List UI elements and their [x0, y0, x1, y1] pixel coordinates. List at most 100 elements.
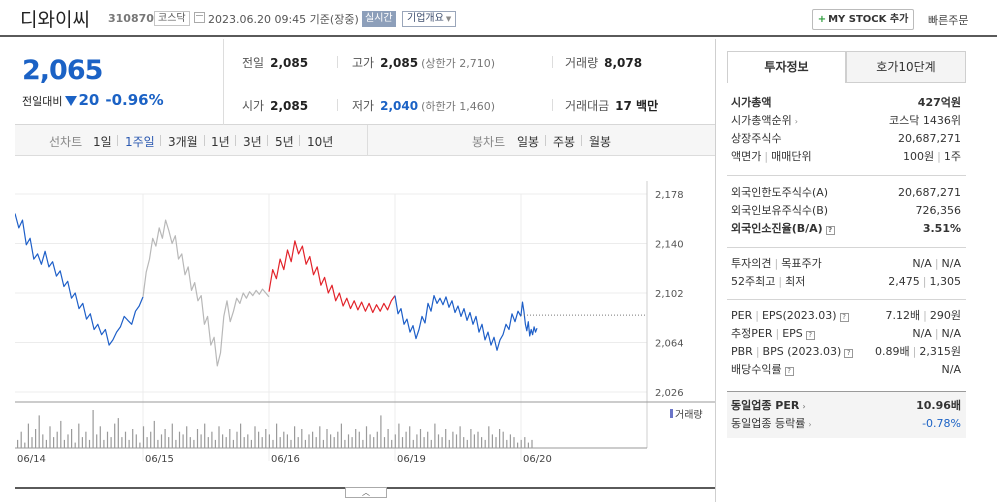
volume-bar — [409, 426, 411, 448]
price-chart[interactable]: 2,178 2,140 2,102 2,064 2,026 거래량 06/14 06/15 06… — [15, 156, 715, 486]
volume-bar — [150, 431, 152, 448]
period-1d[interactable]: 1일 — [93, 135, 112, 149]
plus-icon: + — [817, 14, 827, 25]
price-series-06-20 — [520, 301, 538, 337]
row-value: 10.96배 — [916, 399, 961, 412]
volume-bar — [236, 431, 238, 448]
stat-low: 저가 2,040 (하한가 1,460) — [352, 97, 495, 114]
price-change: 전일대비 20 -0.96% — [22, 91, 164, 109]
row-value: N/A — [941, 363, 961, 376]
volume-bar — [358, 431, 360, 448]
current-price: 2,065 — [22, 55, 103, 86]
volume-bar — [211, 431, 213, 448]
divider — [581, 135, 582, 146]
volume-bar — [416, 434, 418, 448]
period-5y[interactable]: 5년 — [275, 135, 294, 149]
candle-weekly[interactable]: 주봉 — [553, 135, 576, 149]
volume-bar — [362, 439, 364, 448]
row-face-value: 액면가 | 매매단위 100원 | 1주 — [731, 150, 961, 163]
volume-bar — [520, 439, 522, 448]
volume-bar — [78, 423, 80, 448]
row-per: PER | EPS(2023.03)? 7.12배 | 290원 — [731, 309, 961, 322]
row-value: 726,356 — [915, 204, 962, 217]
help-icon[interactable]: ? — [805, 331, 815, 340]
volume-bar — [405, 431, 407, 448]
realtime-badge[interactable]: 실시간 — [362, 11, 396, 27]
stat-label: 거래량 — [565, 56, 599, 70]
candle-monthly[interactable]: 월봉 — [589, 135, 612, 149]
divider — [552, 56, 553, 68]
row-opinion: 투자의견 | 목표주가 N/A | N/A — [731, 257, 961, 270]
volume-bar — [229, 429, 231, 448]
change-amount: 20 — [78, 91, 100, 109]
row-market-cap-rank[interactable]: 시가총액순위 › 코스닥 1436위 — [727, 112, 966, 130]
volume-bar — [139, 442, 141, 448]
stat-label: 시가 — [242, 99, 265, 113]
volume-bar — [214, 439, 216, 448]
volume-bar — [45, 439, 47, 448]
period-1y[interactable]: 1년 — [211, 135, 230, 149]
row-sector-change[interactable]: 동일업종 등락률 › -0.78% — [727, 415, 966, 433]
volume-bar — [67, 434, 69, 448]
row-value: N/A — [941, 327, 961, 340]
row-value: N/A — [912, 327, 932, 340]
change-percent: -0.96% — [105, 91, 164, 109]
volume-bar — [85, 431, 87, 448]
volume-bar — [24, 442, 26, 448]
my-stock-add-button[interactable]: + MY STOCK 추가 — [812, 9, 914, 30]
volume-bar — [250, 439, 252, 448]
volume-bar — [286, 434, 288, 448]
volume-bar — [60, 420, 62, 448]
volume-bar — [135, 434, 137, 448]
down-triangle-icon — [65, 96, 78, 106]
divider — [235, 135, 236, 146]
stat-label: 저가 — [352, 99, 375, 113]
volume-bar — [132, 429, 134, 448]
stat-value: 2,085 — [270, 99, 309, 113]
row-sector-per[interactable]: 동일업종 PER › 10.96배 — [727, 397, 966, 415]
help-icon[interactable]: ? — [839, 313, 849, 322]
volume-bar — [168, 437, 170, 448]
company-info-dropdown[interactable]: 기업개요 ▼ — [402, 11, 457, 27]
chevron-up-icon: ︿ — [362, 488, 370, 497]
tab-order-book-10[interactable]: 호가10단계 — [846, 51, 966, 83]
volume-bar — [470, 429, 472, 448]
help-icon[interactable]: ? — [784, 367, 794, 376]
divider — [204, 135, 205, 146]
volume-bar — [322, 439, 324, 448]
price-series-06-14 — [15, 213, 144, 346]
row-label: 시가총액 — [731, 96, 772, 109]
volume-bar — [153, 420, 155, 448]
quick-order-link[interactable]: 빠른주문 — [928, 14, 969, 27]
volume-bar — [441, 437, 443, 448]
row-value: 0.89배 — [875, 345, 910, 358]
period-1w[interactable]: 1주일 — [125, 135, 155, 149]
candle-daily[interactable]: 일봉 — [517, 135, 540, 149]
period-10y[interactable]: 10년 — [307, 135, 334, 149]
row-value: 2,315원 — [919, 345, 961, 358]
collapse-chart-button[interactable]: ︿ — [345, 487, 387, 498]
help-icon[interactable]: ? — [844, 349, 854, 358]
volume-bar — [463, 437, 465, 448]
row-label: 최저 — [785, 275, 806, 288]
tab-investment-info[interactable]: 투자정보 — [727, 51, 846, 83]
row-foreign-ratio: 외국인소진율(B/A)? 3.51% — [727, 220, 966, 238]
volume-bar — [175, 439, 177, 448]
help-icon[interactable]: ? — [825, 226, 835, 235]
volume-bar — [455, 434, 458, 448]
volume-bar — [254, 426, 256, 448]
chevron-down-icon: ▼ — [445, 15, 452, 23]
x-tick-label: 06/16 — [271, 454, 300, 465]
volume-bar — [481, 437, 483, 448]
stat-value: 2,085 — [270, 56, 309, 70]
row-value: 코스닥 1436위 — [889, 114, 961, 127]
period-3y[interactable]: 3년 — [243, 135, 262, 149]
volume-bar — [427, 431, 429, 448]
row-label: PBR — [731, 345, 753, 358]
row-label: 추정PER — [731, 327, 773, 340]
stat-amount: 거래대금 17 백만 — [565, 97, 658, 114]
row-value: 2,475 — [888, 275, 920, 288]
volume-bar — [531, 439, 533, 448]
period-3m[interactable]: 3개월 — [168, 135, 198, 149]
row-label: 투자의견 — [731, 257, 772, 270]
